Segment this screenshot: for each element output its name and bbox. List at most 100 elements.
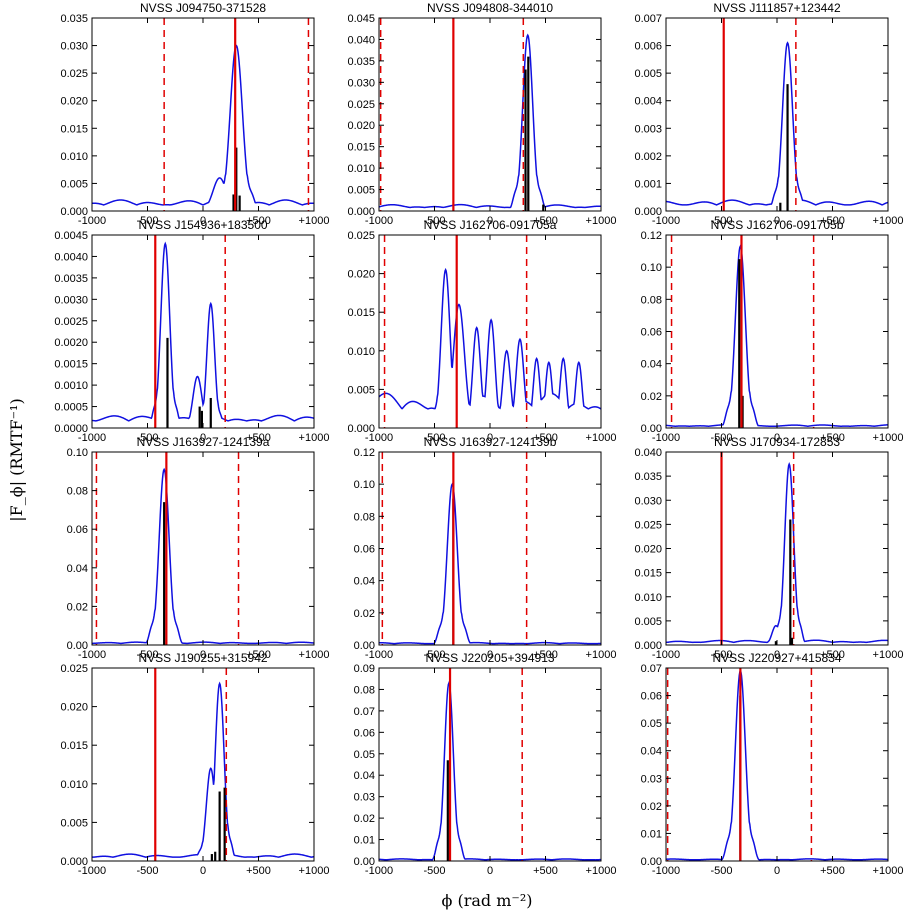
y-tick-label: 0.00 xyxy=(67,640,88,652)
y-tick-label: 0.025 xyxy=(60,663,88,675)
y-tick-label: 0.0025 xyxy=(54,316,88,328)
y-axis-label: |F_ϕ| (RMTF⁻¹) xyxy=(7,398,26,521)
x-tick-label: 0 xyxy=(200,649,206,661)
y-tick-label: 0.02 xyxy=(641,801,662,813)
y-tick-label: 0.07 xyxy=(354,706,375,718)
y-tick-label: 0.0000 xyxy=(54,423,88,435)
y-tick-label: 0.08 xyxy=(641,294,662,306)
y-tick-label: 0.005 xyxy=(347,384,375,396)
x-tick-label: -1000 xyxy=(78,649,106,661)
y-tick-label: 0.06 xyxy=(354,727,375,739)
x-tick-label: -500 xyxy=(136,432,158,444)
y-tick-label: 0.0010 xyxy=(54,380,88,392)
y-tick-label: 0.00 xyxy=(354,856,375,868)
panel-title: NVSS J154936+183500 xyxy=(138,218,267,232)
rm-spectrum-line xyxy=(666,668,888,861)
y-tick-label: 0.0040 xyxy=(54,251,88,263)
x-tick-label: +1000 xyxy=(586,432,617,444)
y-tick-label: 0.020 xyxy=(634,544,662,556)
y-tick-label: 0.0020 xyxy=(54,337,88,349)
rm-spectrum-line xyxy=(92,467,314,645)
y-tick-label: 0.030 xyxy=(60,41,88,53)
axes-frame xyxy=(665,234,889,429)
y-tick-label: 0.00 xyxy=(641,856,662,868)
y-tick-label: 0.004 xyxy=(634,96,662,108)
panel-title: NVSS J094808-344010 xyxy=(427,1,553,15)
x-tick-label: +500 xyxy=(820,649,845,661)
panel-title: NVSS J162706-091705b xyxy=(711,218,844,232)
x-tick-label: -1000 xyxy=(365,215,393,227)
x-tick-label: -500 xyxy=(136,865,158,877)
y-tick-label: 0.001 xyxy=(634,178,662,190)
x-tick-label: +1000 xyxy=(299,215,330,227)
y-tick-label: 0.12 xyxy=(641,230,662,242)
panel-8: NVSS J163927-124139b -1000 -500 0 +500 +1000 0… xyxy=(354,435,617,661)
x-tick-label: -500 xyxy=(423,215,445,227)
x-tick-label: +500 xyxy=(246,865,271,877)
x-tick-label: 0 xyxy=(487,649,493,661)
y-tick-label: 0.07 xyxy=(641,663,662,675)
axes-frame xyxy=(378,451,602,646)
panel-title: NVSS J163927-124139b xyxy=(424,435,557,449)
y-tick-label: 0.06 xyxy=(67,524,88,536)
x-tick-label: 0 xyxy=(487,432,493,444)
y-tick-label: 0.00 xyxy=(641,423,662,435)
x-tick-label: -1000 xyxy=(652,649,680,661)
y-tick-label: 0.02 xyxy=(641,391,662,403)
x-tick-label: +1000 xyxy=(586,865,617,877)
y-tick-label: 0.0045 xyxy=(54,230,88,242)
y-tick-label: 0.08 xyxy=(354,511,375,523)
x-tick-label: 0 xyxy=(200,432,206,444)
x-tick-label: -1000 xyxy=(652,432,680,444)
plot-area xyxy=(666,18,888,211)
y-tick-label: 0.06 xyxy=(354,544,375,556)
y-tick-label: 0.000 xyxy=(634,206,662,218)
axes-frame xyxy=(91,451,315,646)
x-tick-label: -1000 xyxy=(78,215,106,227)
panel-title: NVSS J163927-124139a xyxy=(137,435,270,449)
axes-frame xyxy=(91,234,315,429)
x-tick-label: +500 xyxy=(246,215,271,227)
axes-frame xyxy=(378,17,602,212)
y-tick-label: 0.000 xyxy=(347,206,375,218)
x-tick-label: +500 xyxy=(820,865,845,877)
plot-area xyxy=(92,18,314,211)
y-tick-label: 0.007 xyxy=(634,13,662,25)
x-tick-label: -500 xyxy=(136,649,158,661)
x-tick-label: 0 xyxy=(774,215,780,227)
x-tick-label: +1000 xyxy=(299,865,330,877)
plot-area xyxy=(379,668,601,861)
x-tick-label: +1000 xyxy=(873,865,904,877)
x-tick-label: +500 xyxy=(533,215,558,227)
y-tick-label: 0.04 xyxy=(67,563,88,575)
y-tick-label: 0.04 xyxy=(354,770,375,782)
x-tick-label: -500 xyxy=(710,649,732,661)
y-tick-label: 0.015 xyxy=(60,740,88,752)
x-tick-label: +500 xyxy=(533,649,558,661)
panel-title: NVSS J111857+123442 xyxy=(713,1,841,15)
rm-spectrum-line xyxy=(666,462,888,644)
y-tick-label: 0.020 xyxy=(347,120,375,132)
x-tick-label: -1000 xyxy=(365,865,393,877)
x-tick-label: -500 xyxy=(423,865,445,877)
y-tick-label: 0.00 xyxy=(354,640,375,652)
y-tick-label: 0.010 xyxy=(347,163,375,175)
x-tick-label: +500 xyxy=(246,649,271,661)
y-tick-label: 0.035 xyxy=(634,471,662,483)
y-tick-label: 0.10 xyxy=(641,262,662,274)
rm-spectrum-line xyxy=(92,241,314,422)
panel-1: NVSS J094750-371528 -1000 -500 0 +500 +1000 0.… xyxy=(60,1,329,227)
x-tick-label: 0 xyxy=(774,865,780,877)
x-tick-label: +500 xyxy=(820,432,845,444)
rm-spectrum-line xyxy=(379,33,601,209)
x-tick-label: +1000 xyxy=(873,649,904,661)
y-tick-label: 0.010 xyxy=(347,346,375,358)
y-tick-label: 0.10 xyxy=(67,447,88,459)
y-tick-label: 0.05 xyxy=(354,749,375,761)
x-tick-label: 0 xyxy=(200,215,206,227)
plot-area xyxy=(92,668,314,861)
rm-spectrum-line xyxy=(92,44,314,206)
y-tick-label: 0.0030 xyxy=(54,294,88,306)
plot-area xyxy=(666,668,888,861)
panel-title: NVSS J220205+394913 xyxy=(425,651,554,665)
